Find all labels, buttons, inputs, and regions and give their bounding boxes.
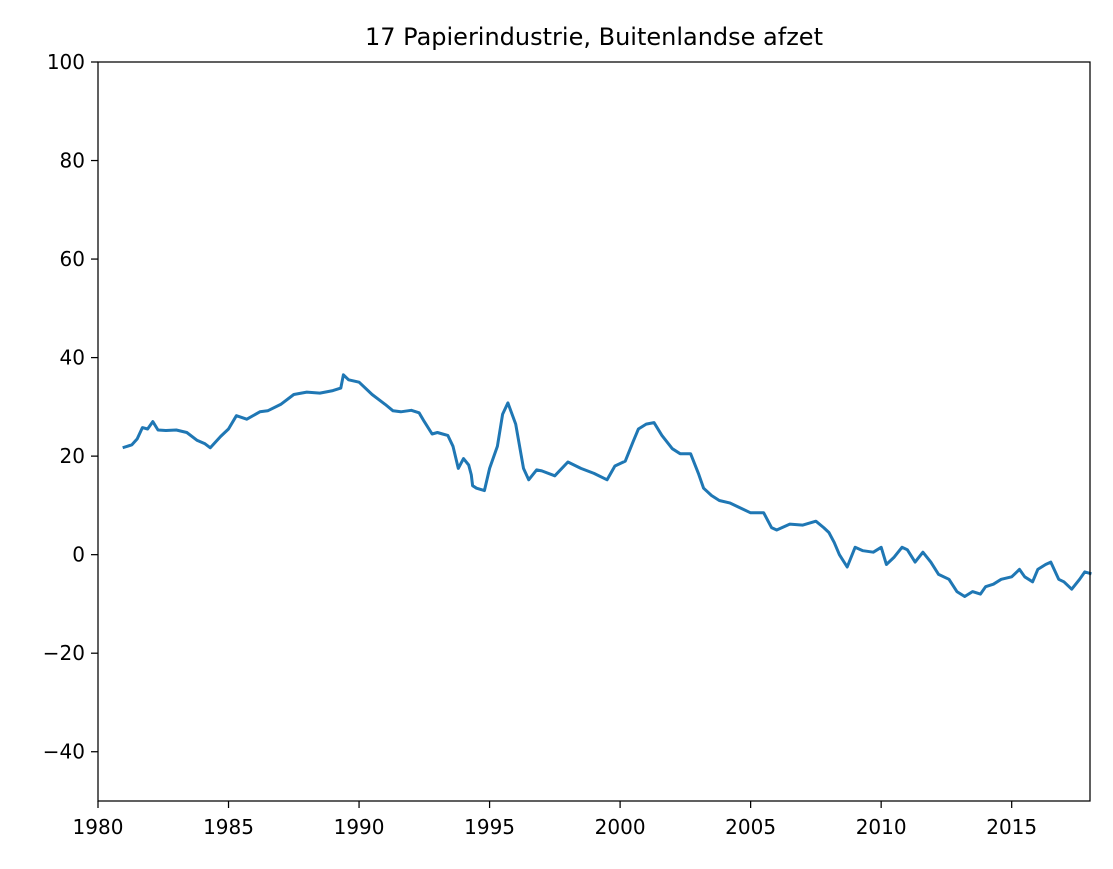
y-tick-label: −40	[43, 740, 85, 764]
chart-title: 17 Papierindustrie, Buitenlandse afzet	[365, 23, 823, 51]
x-tick-label: 1995	[464, 815, 515, 839]
x-tick-label: 2015	[986, 815, 1037, 839]
x-tick-label: 1990	[334, 815, 385, 839]
y-tick-label: 60	[60, 247, 85, 271]
y-axis: −40 −20 0 20 40 60 80 100	[43, 50, 98, 764]
y-tick-label: −20	[43, 641, 85, 665]
y-tick-label: 80	[60, 149, 85, 173]
y-tick-label: 20	[60, 444, 85, 468]
series-line	[122, 373, 1092, 598]
y-tick-label: 40	[60, 346, 85, 370]
x-tick-label: 1980	[73, 815, 124, 839]
x-tick-label: 2010	[856, 815, 907, 839]
x-tick-label: 2000	[595, 815, 646, 839]
x-tick-label: 1985	[203, 815, 254, 839]
x-axis: 1980 1985 1990 1995 2000 2005 2010 2015	[73, 801, 1037, 839]
y-tick-label: 0	[72, 543, 85, 567]
plot-frame	[97, 61, 1091, 802]
x-tick-label: 2005	[725, 815, 776, 839]
plot-area	[122, 373, 1092, 598]
y-tick-label: 100	[47, 50, 85, 74]
